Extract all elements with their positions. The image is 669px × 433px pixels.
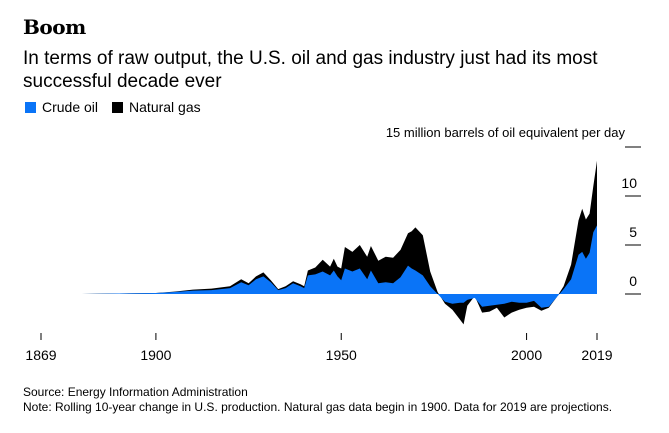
y-tick-label: 0	[629, 273, 637, 289]
y-tick-label: 5	[629, 224, 637, 240]
y-tick-label: 10	[621, 175, 637, 191]
x-tick-label: 1950	[326, 347, 357, 363]
legend-swatch-natural-gas	[112, 101, 124, 113]
legend-label: Crude oil	[42, 99, 99, 115]
source-notes: Source: Energy Information Administratio…	[23, 385, 612, 415]
legend: Crude oil Natural gas	[25, 99, 201, 115]
note-text: Note: Rolling 10-year change in U.S. pro…	[23, 400, 613, 414]
legend-label: Natural gas	[129, 99, 201, 115]
chart-title: Boom	[23, 15, 86, 39]
x-tick-label: 1869	[25, 347, 56, 363]
legend-item-natural-gas: Natural gas	[112, 99, 201, 115]
x-tick-label: 2019	[581, 347, 612, 363]
x-tick-label: 2000	[511, 347, 542, 363]
legend-swatch-crude-oil	[25, 101, 36, 113]
source-text: Source: Energy Information Administratio…	[23, 385, 248, 399]
x-tick-label: 1900	[140, 347, 171, 363]
legend-item-crude-oil: Crude oil	[25, 99, 98, 115]
series-area-crude-oil	[41, 225, 597, 308]
chart-subtitle: In terms of raw output, the U.S. oil and…	[23, 48, 598, 92]
y-axis-unit-label: 15 million barrels of oil equivalent per…	[385, 125, 625, 140]
